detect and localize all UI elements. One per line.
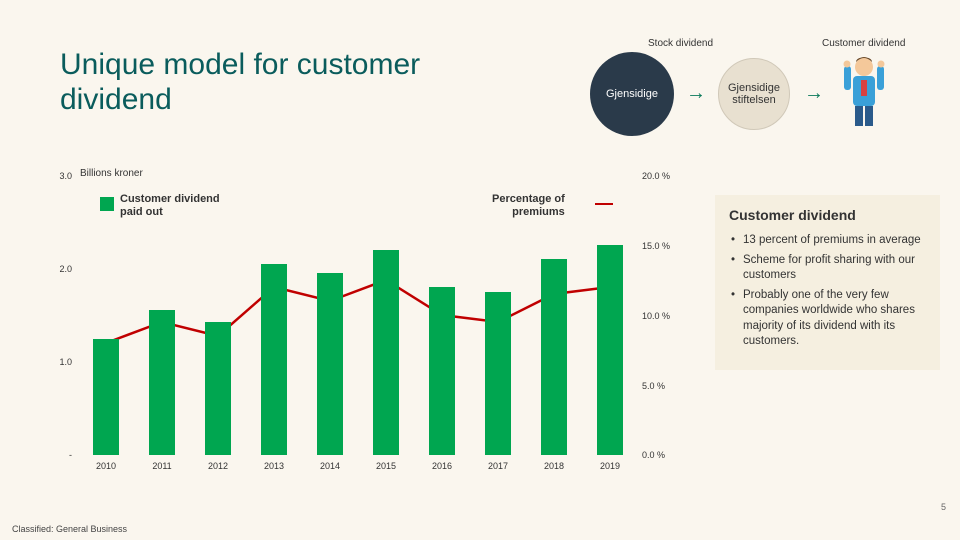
x-tick: 2010 — [78, 461, 134, 471]
x-tick: 2015 — [358, 461, 414, 471]
x-tick: 2018 — [526, 461, 582, 471]
bar — [205, 322, 231, 455]
y-right-tick: 0.0 % — [642, 450, 682, 460]
plot-area — [78, 175, 638, 455]
dividend-chart: Billions kroner Customer dividendpaid ou… — [50, 175, 670, 475]
page-title: Unique model for customer dividend — [60, 48, 540, 117]
bar — [149, 310, 175, 455]
arrow-icon: → — [804, 82, 824, 105]
y-left-tick: 2.0 — [42, 264, 72, 274]
x-tick: 2013 — [246, 461, 302, 471]
arrow-icon: → — [686, 82, 706, 105]
page-number: 5 — [941, 502, 946, 512]
x-tick: 2016 — [414, 461, 470, 471]
panel-bullet-list: 13 percent of premiums in average Scheme … — [729, 233, 926, 350]
bar — [261, 264, 287, 455]
bar — [317, 273, 343, 455]
x-tick: 2012 — [190, 461, 246, 471]
panel-bullet: Scheme for profit sharing with our custo… — [729, 253, 926, 284]
bar — [429, 287, 455, 455]
bar — [597, 245, 623, 455]
y-left-tick: - — [42, 450, 72, 460]
y-left-tick: 3.0 — [42, 171, 72, 181]
y-right-tick: 5.0 % — [642, 381, 682, 391]
info-panel: Customer dividend 13 percent of premiums… — [715, 195, 940, 370]
bar — [541, 259, 567, 455]
x-tick: 2017 — [470, 461, 526, 471]
customer-dividend-label: Customer dividend — [822, 38, 905, 49]
bar — [93, 339, 119, 455]
panel-bullet: 13 percent of premiums in average — [729, 233, 926, 249]
y-left-tick: 1.0 — [42, 357, 72, 367]
node-stiftelsen: Gjensidige stiftelsen — [718, 58, 790, 130]
x-tick: 2011 — [134, 461, 190, 471]
flow-diagram: Stock dividend Customer dividend Gjensid… — [560, 38, 940, 148]
bar — [485, 292, 511, 455]
panel-title: Customer dividend — [729, 207, 926, 223]
y-right-tick: 10.0 % — [642, 311, 682, 321]
person-icon — [842, 56, 886, 130]
node-gjensidige: Gjensidige — [590, 52, 674, 136]
y-right-tick: 15.0 % — [642, 241, 682, 251]
classification-label: Classified: General Business — [12, 524, 127, 534]
x-tick: 2014 — [302, 461, 358, 471]
x-tick: 2019 — [582, 461, 638, 471]
stock-dividend-label: Stock dividend — [648, 38, 713, 49]
y-right-tick: 20.0 % — [642, 171, 682, 181]
panel-bullet: Probably one of the very few companies w… — [729, 288, 926, 350]
bar — [373, 250, 399, 455]
